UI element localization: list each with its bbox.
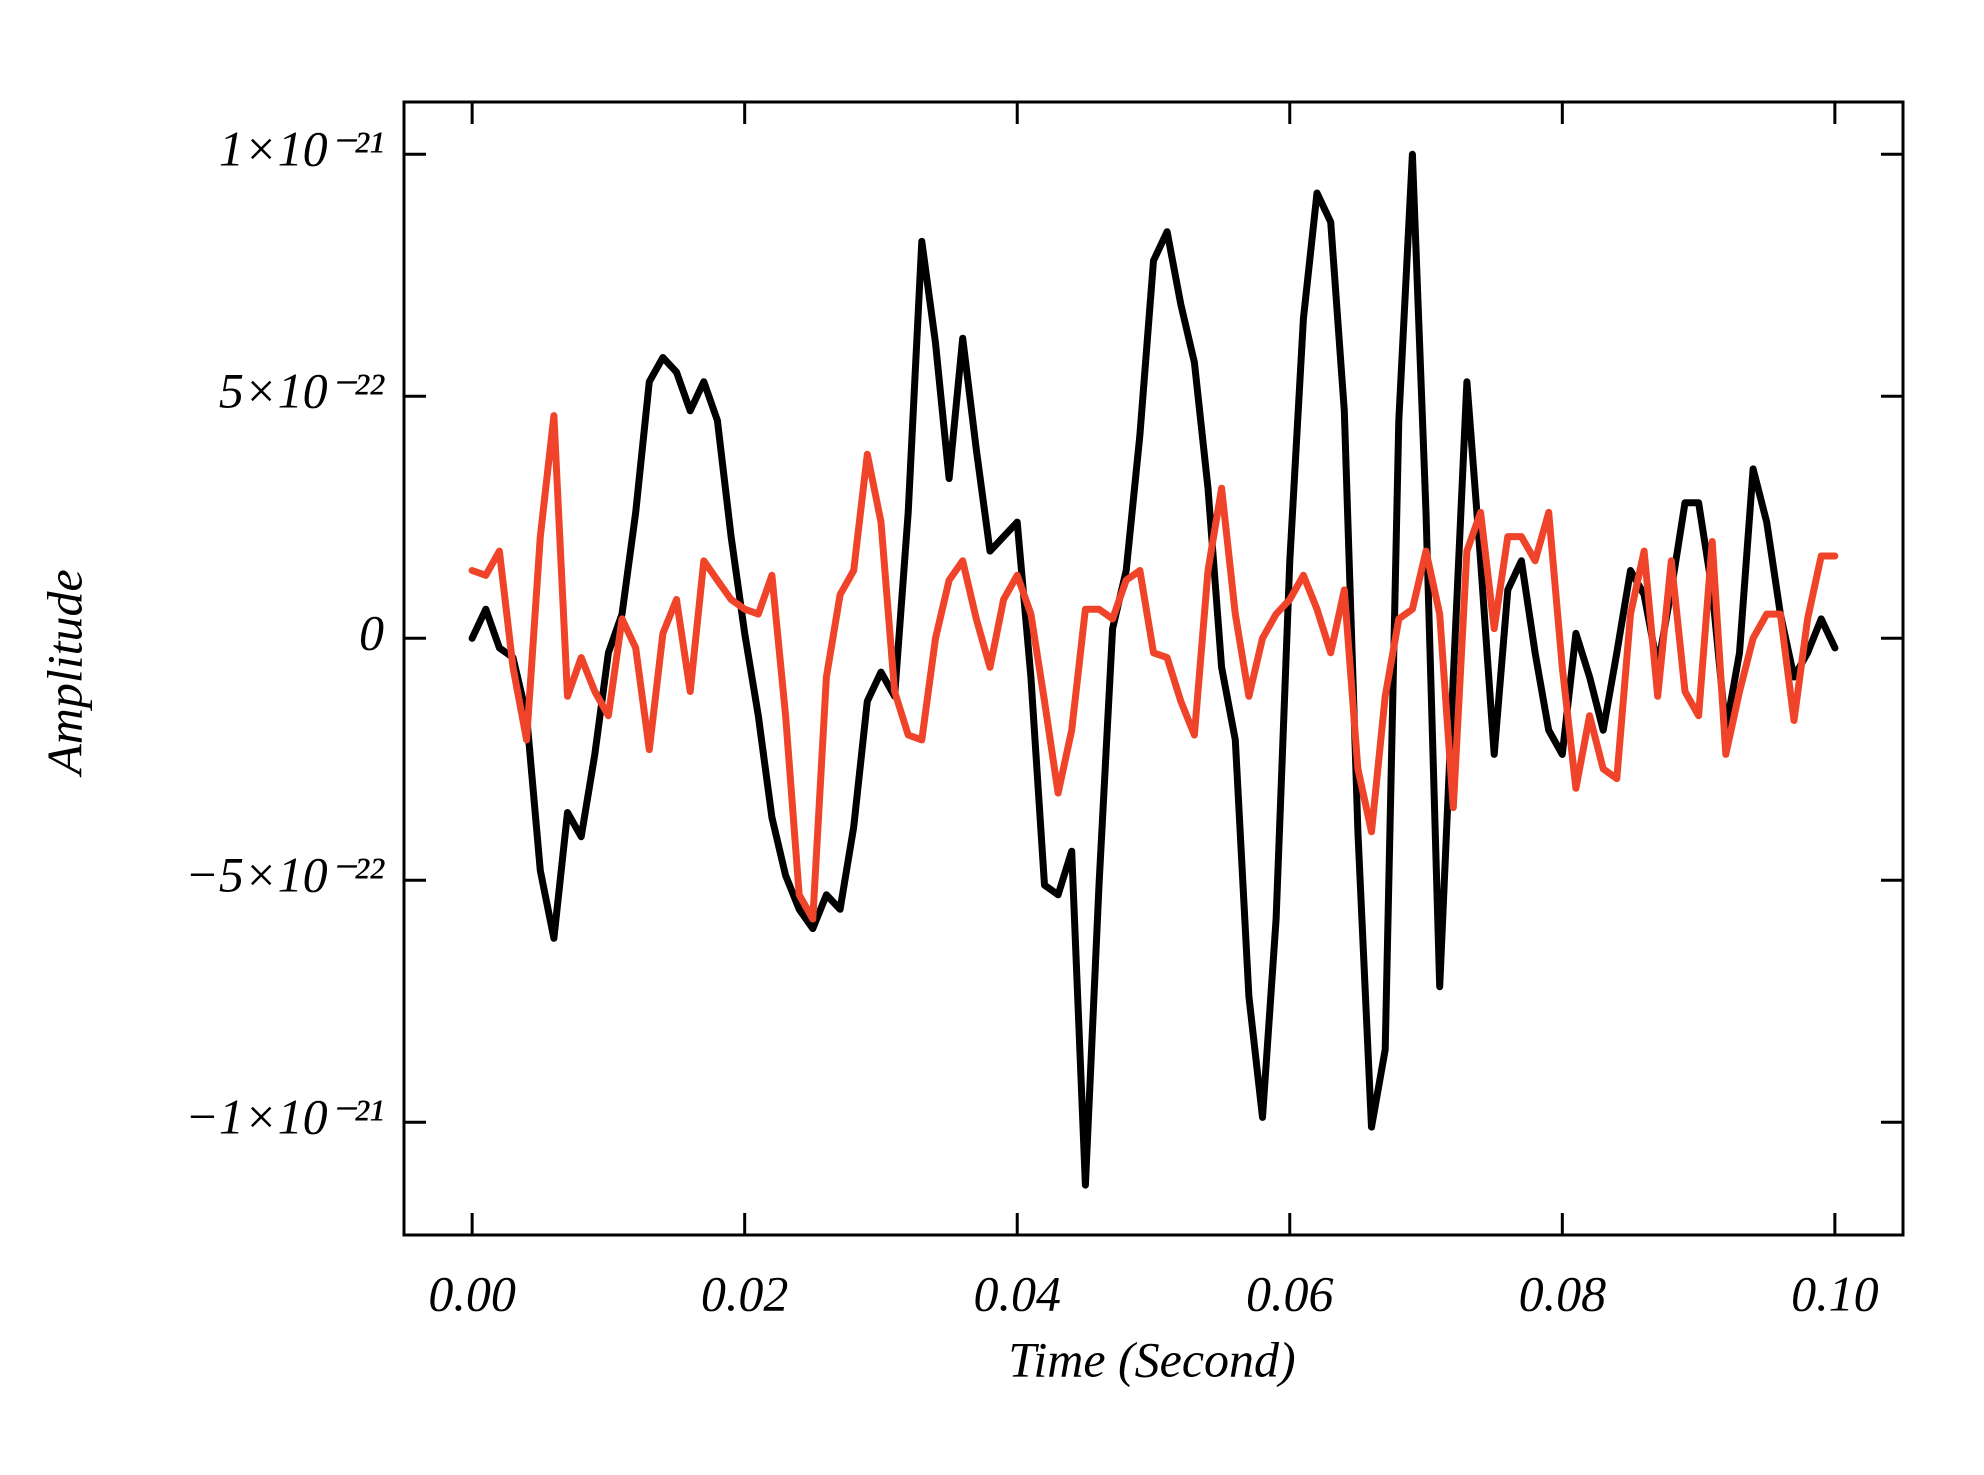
series-line — [468, 150, 1839, 1189]
y-tick-label: 0 — [359, 605, 384, 661]
x-tick-label: 0.00 — [428, 1265, 516, 1321]
series-line — [468, 412, 1839, 923]
x-tick-label: 0.06 — [1246, 1265, 1334, 1321]
x-tick-label: 0.08 — [1519, 1265, 1607, 1321]
x-tick-label: 0.02 — [701, 1265, 789, 1321]
y-tick-label: 5×10⁻²² — [219, 363, 385, 419]
x-tick-label: 0.04 — [973, 1265, 1061, 1321]
x-tick-label: 0.10 — [1791, 1265, 1879, 1321]
x-axis-label: Time (Second) — [1008, 1331, 1295, 1387]
y-axis-label: Amplitude — [36, 569, 92, 778]
y-tick-label: −1×10⁻²¹ — [185, 1089, 384, 1145]
y-tick-label: 1×10⁻²¹ — [219, 121, 384, 177]
y-tick-label: −5×10⁻²² — [185, 847, 385, 903]
plot-frame — [402, 100, 1905, 1237]
